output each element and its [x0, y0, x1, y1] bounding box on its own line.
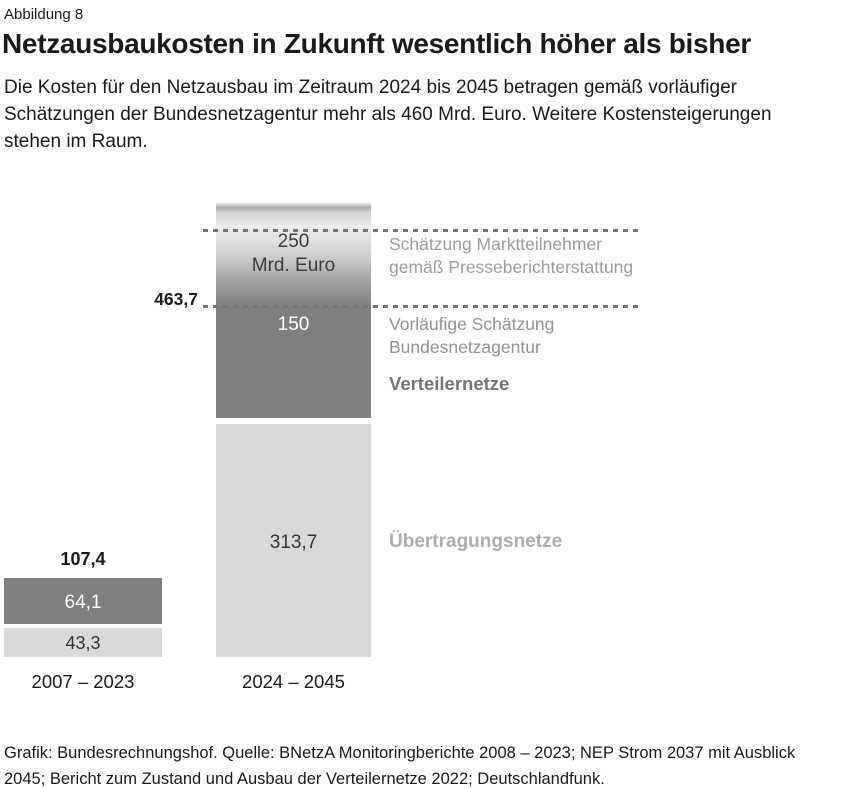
value-label-43-3: 43,3 [65, 633, 101, 653]
value-label-64-1: 64,1 [64, 592, 102, 613]
x-axis-label-2007-2023: 2007 – 2023 [31, 671, 135, 692]
dashed-guide-line-upper [203, 229, 640, 232]
x-axis-label-2024-2045: 2024 – 2045 [242, 671, 345, 692]
annotation-verteilernetze: Verteilernetze [389, 373, 510, 394]
bar-segment-verteilernetze-2045 [216, 307, 371, 418]
annotation-bnetza-estimate: Vorläufige Schätzung Bundesnetzagentur [389, 314, 555, 357]
source-credit: Grafik: Bundesrechnungshof. Quelle: BNet… [4, 744, 796, 788]
total-label-463-7: 463,7 [154, 289, 198, 309]
value-label-250-mrd-euro: 250 Mrd. Euro [251, 231, 336, 276]
bar-segment-market-estimate-gradient [216, 202, 371, 307]
bar-segment-uebertragungsnetze-2023 [4, 628, 162, 657]
bar-segment-uebertragungsnetze-2045 [216, 424, 371, 657]
figure-label: Abbildung 8 [4, 6, 84, 23]
total-label-107-4: 107,4 [60, 549, 106, 569]
page-title: Netzausbaukosten in Zukunft wesentlich h… [2, 28, 751, 59]
dashed-guide-line-lower [203, 305, 640, 308]
value-label-150: 150 [277, 314, 310, 335]
figure-subtitle: Die Kosten für den Netzausbau im Zeitrau… [4, 77, 772, 152]
annotation-market-estimate: Schätzung Marktteilnehmer gemäß Pressebe… [389, 234, 634, 277]
annotation-uebertragungsnetze: Übertragungsnetze [389, 531, 563, 552]
bar-segment-verteilernetze-2023 [4, 578, 162, 624]
value-label-313-7: 313,7 [269, 532, 318, 553]
